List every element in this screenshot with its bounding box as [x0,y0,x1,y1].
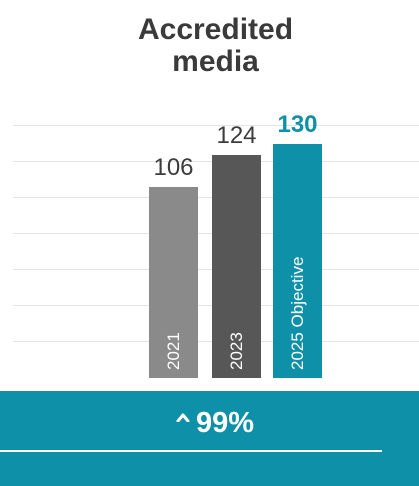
bar-value-2: 130 [277,111,318,138]
chart-title: Accredited media [0,14,419,78]
footer-band [0,391,419,486]
bar-value-1: 124 [216,121,257,149]
bar-label-1: 2023 [227,332,246,370]
change-indicator: 99% [176,407,254,439]
bar-1 [212,154,261,378]
title-line-1: Accredited [137,13,294,46]
bar-label-2: 2025 Objective [288,256,307,370]
caret-up-icon [176,413,190,422]
bar-label-0: 2021 [164,332,183,370]
footer-divider [0,450,382,452]
bar-2 [273,144,322,378]
bar-0 [149,187,198,378]
change-value: 99% [196,407,255,439]
title-line-2: media [172,45,259,78]
gridline [13,125,419,126]
bar-value-0: 106 [153,154,194,182]
